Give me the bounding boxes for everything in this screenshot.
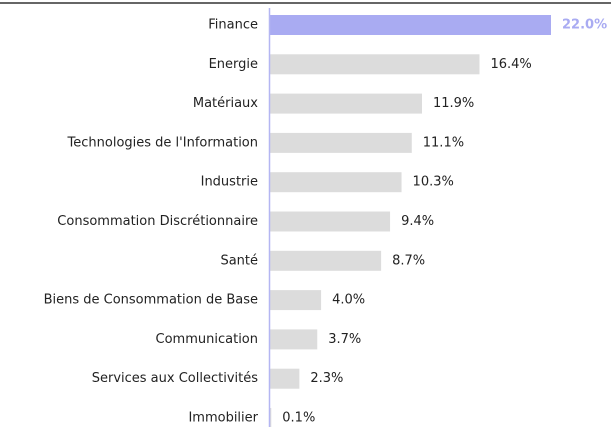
value-label: 2.3% — [310, 371, 343, 386]
value-label: 11.1% — [423, 135, 464, 150]
value-label: 0.1% — [282, 411, 315, 426]
bar — [270, 250, 382, 271]
value-label: 3.7% — [328, 332, 361, 347]
value-label: 4.0% — [332, 293, 365, 308]
category-label: Matériaux — [193, 96, 258, 111]
category-label: Finance — [208, 18, 258, 33]
category-label: Santé — [220, 253, 258, 268]
category-label: Technologies de l'Information — [67, 135, 258, 150]
category-label: Energie — [209, 57, 258, 72]
bar — [270, 15, 551, 35]
category-label: Communication — [156, 332, 258, 347]
value-label: 11.9% — [433, 96, 474, 111]
category-label: Industrie — [201, 175, 258, 190]
bar — [270, 93, 422, 114]
bar — [270, 368, 300, 389]
category-label: Consommation Discrétionnaire — [57, 214, 258, 229]
category-label: Immobilier — [188, 411, 258, 426]
bar — [270, 211, 391, 232]
value-label: 9.4% — [401, 214, 434, 229]
bar — [270, 132, 412, 153]
bar — [270, 329, 318, 350]
value-label: 22.0% — [562, 18, 607, 33]
value-label: 10.3% — [413, 175, 454, 190]
value-label: 16.4% — [490, 57, 531, 72]
category-label: Services aux Collectivités — [92, 371, 258, 386]
category-label: Biens de Consommation de Base — [44, 293, 258, 308]
bar — [270, 54, 480, 75]
value-label: 8.7% — [392, 253, 425, 268]
bar — [270, 290, 322, 311]
bar — [270, 408, 272, 427]
bar — [270, 172, 402, 193]
